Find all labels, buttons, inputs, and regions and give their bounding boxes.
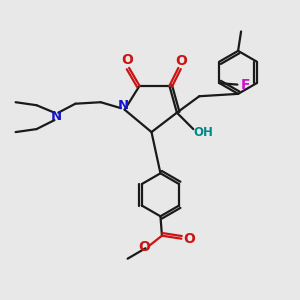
Text: O: O (175, 54, 187, 68)
Text: O: O (138, 240, 150, 254)
Text: OH: OH (193, 126, 213, 139)
Text: N: N (118, 99, 129, 112)
Text: N: N (50, 110, 62, 123)
Text: F: F (241, 78, 250, 92)
Text: O: O (183, 232, 195, 246)
Text: O: O (121, 53, 133, 68)
